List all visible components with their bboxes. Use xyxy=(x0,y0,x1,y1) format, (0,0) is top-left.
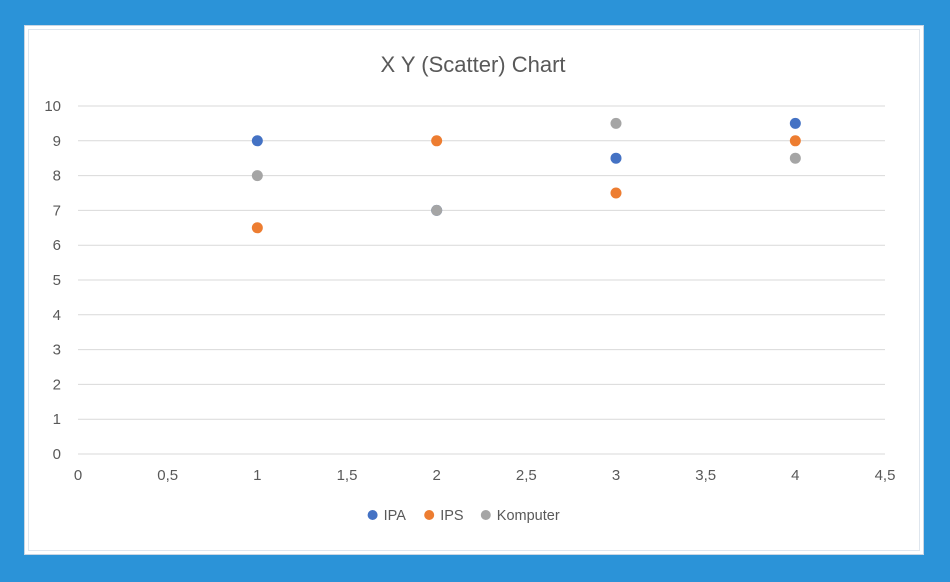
point-ipa-2 xyxy=(610,152,622,164)
x-tick-label: 3 xyxy=(612,467,620,484)
point-ips-2 xyxy=(610,187,622,199)
y-tick-label: 0 xyxy=(53,446,61,463)
y-tick-label: 7 xyxy=(53,202,61,219)
y-tick-label: 3 xyxy=(53,342,61,359)
y-tick-label: 4 xyxy=(53,307,61,324)
y-tick-label: 1 xyxy=(53,411,61,428)
y-tick-label: 10 xyxy=(44,98,61,115)
x-tick-label: 3,5 xyxy=(695,467,716,484)
x-tick-label: 2 xyxy=(432,467,440,484)
y-tick-label: 6 xyxy=(53,237,61,254)
chart-area: X Y (Scatter) Chart 0 1 2 3 4 5 6 7 8 9 10 0 0,5 1 1,… xyxy=(24,25,924,555)
point-komputer-1 xyxy=(431,204,443,216)
legend-marker-komputer xyxy=(480,510,491,520)
legend-label-komputer: Komputer xyxy=(497,508,560,524)
legend-label-ipa: IPA xyxy=(384,508,407,524)
chart-title: X Y (Scatter) Chart xyxy=(380,52,565,77)
gridlines xyxy=(78,105,885,455)
y-tick-label: 2 xyxy=(53,376,61,393)
point-ipa-0 xyxy=(251,135,263,147)
legend: IPA IPS Komputer xyxy=(367,508,560,524)
x-tick-label: 1,5 xyxy=(337,467,358,484)
scatter-chart: X Y (Scatter) Chart 0 1 2 3 4 5 6 7 8 9 10 0 0,5 1 1,… xyxy=(44,52,896,524)
point-ips-1 xyxy=(431,135,443,147)
point-komputer-3 xyxy=(789,152,801,164)
legend-marker-ipa xyxy=(367,510,378,520)
y-tick-label: 9 xyxy=(53,133,61,150)
data-points xyxy=(251,117,801,234)
x-tick-label: 2,5 xyxy=(516,467,537,484)
x-tick-label: 0,5 xyxy=(157,467,178,484)
y-axis-tick-labels: 0 1 2 3 4 5 6 7 8 9 10 xyxy=(44,98,61,463)
legend-marker-ips xyxy=(424,510,435,520)
y-tick-label: 8 xyxy=(53,168,61,185)
x-tick-label: 0 xyxy=(74,467,82,484)
y-tick-label: 5 xyxy=(53,272,61,289)
point-komputer-2 xyxy=(610,117,622,129)
point-ips-0 xyxy=(251,222,263,234)
point-komputer-0 xyxy=(251,170,263,182)
point-ips-3 xyxy=(789,135,801,147)
x-tick-label: 4 xyxy=(791,467,799,484)
x-tick-label: 1 xyxy=(253,467,261,484)
x-axis-tick-labels: 0 0,5 1 1,5 2 2,5 3 3,5 4 4,5 xyxy=(74,467,896,484)
point-ipa-3 xyxy=(789,117,801,129)
legend-label-ips: IPS xyxy=(440,508,463,524)
x-tick-label: 4,5 xyxy=(875,467,896,484)
